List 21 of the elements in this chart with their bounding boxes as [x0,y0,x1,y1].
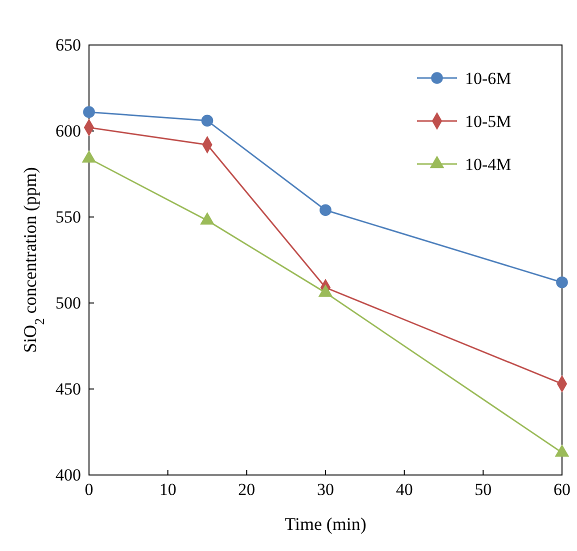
x-tick-label: 50 [474,480,492,500]
y-tick-label: 450 [56,379,81,398]
x-axis-title: Time (min) [284,514,366,534]
point [201,114,214,127]
y-tick-label: 400 [56,465,81,484]
point [83,106,95,118]
x-tick-label: 60 [554,480,570,500]
x-tick-label: 0 [84,480,94,500]
x-tick-label: 40 [396,480,413,500]
y-tick-label: 500 [56,293,81,312]
x-tick-label: 20 [238,480,256,500]
legend-label: 10-4M [465,155,512,174]
point [320,204,332,216]
legend-label: 10-6M [465,69,512,88]
x-tick-label: 30 [317,480,334,500]
y-tick-label: 650 [56,35,81,54]
point [556,276,568,288]
y-tick-label: 550 [56,207,81,226]
y-tick-label: 600 [56,121,81,140]
x-tick-label: 10 [159,480,176,500]
legend-label: 10-5M [465,112,512,131]
